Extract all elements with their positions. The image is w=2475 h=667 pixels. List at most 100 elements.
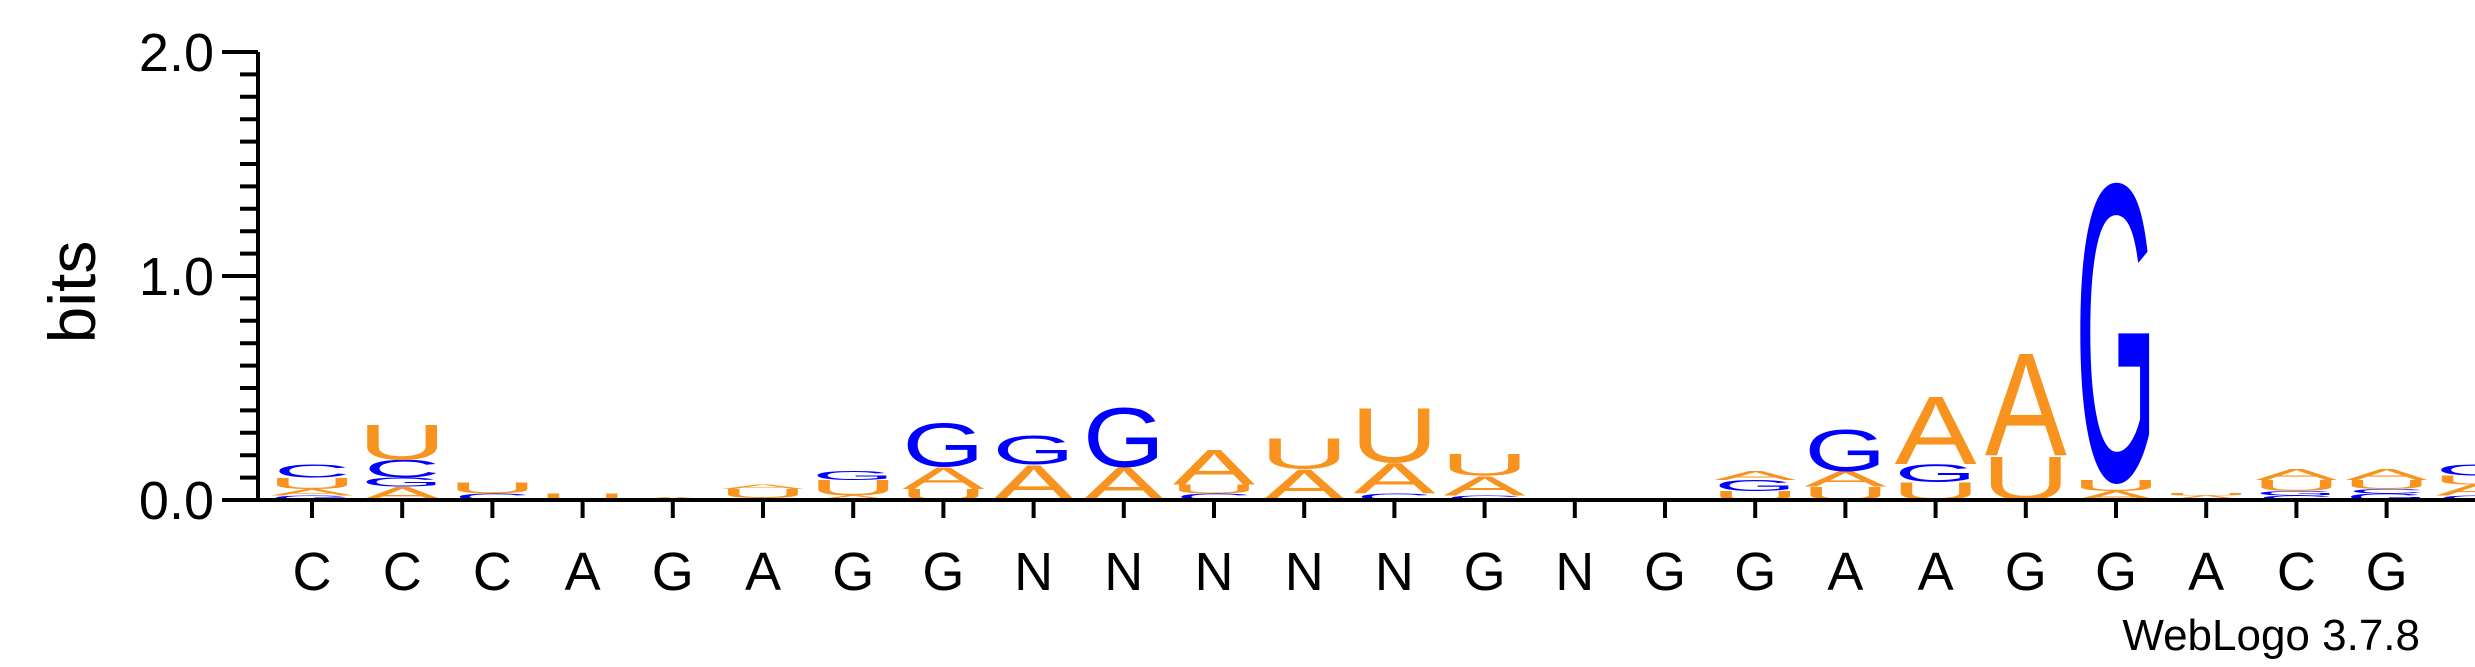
logo-letter-U: U bbox=[1350, 391, 1439, 478]
logo-letter-G: G bbox=[812, 469, 894, 483]
logo-column: UGA bbox=[1891, 377, 1980, 505]
y-tick-label: 2.0 bbox=[139, 23, 214, 83]
logo-letter-A: A bbox=[1444, 470, 1527, 502]
logo-column: AG bbox=[1083, 391, 1165, 510]
logo-letter-U: U bbox=[2342, 477, 2431, 491]
logo-column: CAU bbox=[1440, 447, 1529, 501]
logo-letter-A: A bbox=[1985, 322, 2068, 487]
x-tick-label: C bbox=[473, 542, 512, 602]
logo-column: AU bbox=[2162, 493, 2251, 502]
logo-letter-C: C bbox=[274, 461, 350, 482]
logo-column: AUG bbox=[2072, 94, 2161, 570]
x-tick-label: A bbox=[2188, 542, 2224, 602]
logo-letter-G: G bbox=[993, 428, 1075, 473]
x-tick-label: N bbox=[1375, 542, 1414, 602]
logo-letter-G: G bbox=[902, 411, 984, 480]
x-tick-label: G bbox=[922, 542, 964, 602]
x-tick-label: A bbox=[1827, 542, 1863, 602]
logo-letter-C: C bbox=[1176, 491, 1252, 502]
logo-letter-G: G bbox=[2255, 490, 2337, 497]
logo-letter-G: G bbox=[1895, 460, 1977, 488]
logo-letter-C: C bbox=[2439, 494, 2475, 501]
logo-letter-U: U bbox=[809, 476, 898, 501]
logo-letter-U: U bbox=[2072, 477, 2161, 494]
logo-letter-C: C bbox=[364, 455, 440, 483]
logo-letter-G: G bbox=[1714, 477, 1796, 494]
logo-letter-G: G bbox=[271, 494, 353, 501]
x-tick-label: A bbox=[565, 542, 601, 602]
logo-letter-A: A bbox=[1353, 453, 1436, 502]
logo-letter-U: U bbox=[268, 475, 357, 492]
logo-letter-G: G bbox=[1804, 418, 1886, 484]
logo-letter-U: U bbox=[2432, 473, 2475, 487]
logo-letter-A: A bbox=[1895, 377, 1977, 485]
logo-letter-A: A bbox=[1173, 439, 1256, 495]
logo-letter-C: C bbox=[2349, 488, 2425, 495]
logo-letter-U: U bbox=[1170, 482, 1259, 496]
weblogo-credit: WebLogo 3.7.8 bbox=[2122, 611, 2420, 660]
logo-letter-A: A bbox=[1714, 469, 1797, 483]
logo-letter-G: G bbox=[361, 475, 443, 489]
logo-letter-U: U bbox=[2162, 493, 2251, 496]
logo-letter-G: G bbox=[2436, 461, 2475, 478]
logo-letter-A: A bbox=[812, 494, 894, 501]
logo-letter-A: A bbox=[902, 461, 984, 496]
x-tick-label: C bbox=[2277, 542, 2316, 602]
logo-letter-U: U bbox=[1440, 447, 1529, 482]
logo-letter-U: U bbox=[448, 479, 537, 496]
logo-letter-U: U bbox=[358, 414, 447, 470]
logo-column: UAG bbox=[899, 411, 988, 504]
x-tick-label: N bbox=[1014, 542, 1053, 602]
y-axis-label: bits bbox=[35, 241, 109, 344]
y-tick-label: 1.0 bbox=[139, 247, 214, 307]
logo-letter-C: C bbox=[2258, 494, 2334, 501]
x-tick-label: G bbox=[652, 542, 694, 602]
logo-column: CAU bbox=[1350, 391, 1439, 502]
logo-letter-G: G bbox=[1083, 391, 1165, 485]
x-tick-label: A bbox=[1918, 542, 1954, 602]
x-tick-label: G bbox=[2366, 542, 2408, 602]
y-tick-label: 0.0 bbox=[139, 471, 214, 531]
logo-column: CUA bbox=[1170, 439, 1259, 502]
logo-letter-A: A bbox=[2165, 494, 2247, 501]
logo-letter-C: C bbox=[1447, 494, 1523, 501]
x-tick-label: C bbox=[293, 542, 332, 602]
logo-letter-U: U bbox=[1260, 429, 1349, 478]
logo-column: AUG bbox=[809, 469, 898, 502]
x-tick-label: G bbox=[1644, 542, 1686, 602]
x-tick-label: N bbox=[1285, 542, 1324, 602]
logo-letter-C: C bbox=[454, 491, 530, 502]
x-tick-label: G bbox=[832, 542, 874, 602]
logo-letter-A: A bbox=[2346, 466, 2429, 483]
logo-column: CAUG bbox=[2432, 461, 2475, 501]
logo-letter-G: G bbox=[2075, 94, 2157, 570]
logo-column: CU bbox=[448, 479, 537, 502]
logo-column: UAG bbox=[1801, 418, 1890, 504]
x-tick-label: N bbox=[1195, 542, 1234, 602]
x-tick-label: G bbox=[1464, 542, 1506, 602]
logo-letter-A: A bbox=[1804, 467, 1886, 492]
x-tick-label: A bbox=[745, 542, 781, 602]
y-axis: 0.0 1.0 2.0 bbox=[139, 23, 260, 531]
logo-letter-U: U bbox=[538, 492, 627, 502]
logo-column: UA bbox=[1981, 322, 2070, 514]
x-tick-label: G bbox=[2095, 542, 2137, 602]
x-tick-label: C bbox=[383, 542, 422, 602]
logo-column: U bbox=[538, 492, 627, 502]
logo-letter-U: U bbox=[719, 486, 808, 500]
x-tick-label: G bbox=[1734, 542, 1776, 602]
x-tick-label: N bbox=[1104, 542, 1143, 602]
logo-letter-A: A bbox=[722, 483, 804, 490]
logo-letter-A: A bbox=[2436, 481, 2475, 498]
x-tick-label: G bbox=[2005, 542, 2047, 602]
logo-letter-C: C bbox=[1356, 491, 1432, 502]
logo-letter-U: U bbox=[2252, 477, 2341, 494]
logo-letter-A: A bbox=[271, 487, 353, 497]
logo-column: AU bbox=[1260, 429, 1349, 510]
